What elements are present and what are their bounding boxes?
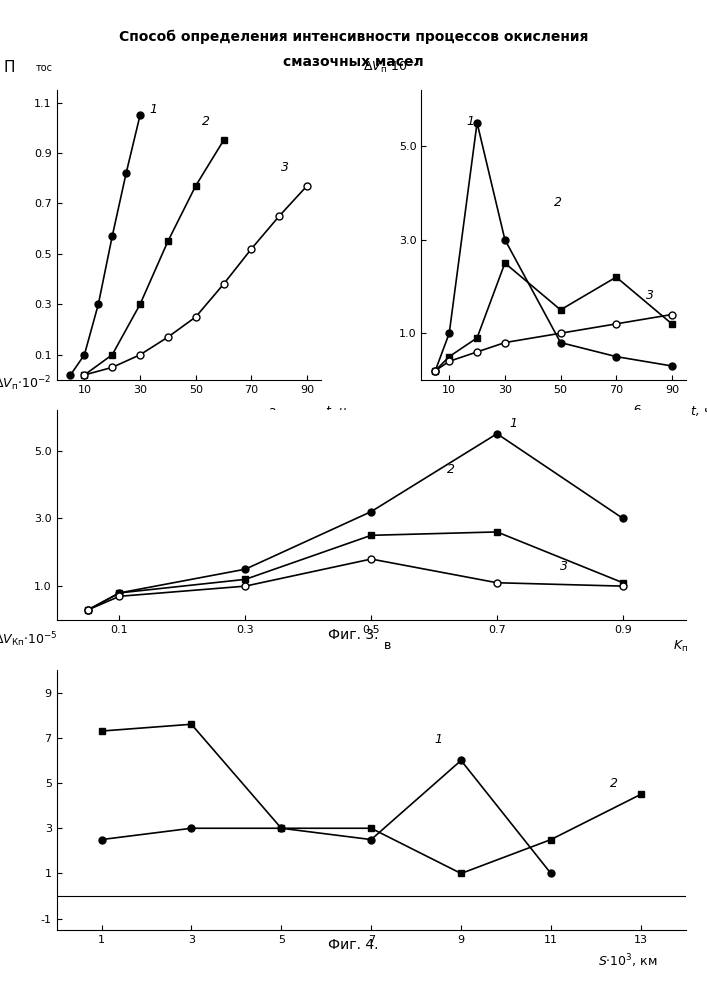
Text: в: в	[384, 639, 391, 652]
Text: $\Delta V_\mathrm{п}{\cdot}10^{-2}$: $\Delta V_\mathrm{п}{\cdot}10^{-2}$	[363, 57, 421, 76]
Text: Фиг. 4.: Фиг. 4.	[328, 938, 379, 952]
Text: тос: тос	[35, 63, 52, 73]
Text: $\Delta V_\mathrm{Кп}{\cdot}10^{-5}$: $\Delta V_\mathrm{Кп}{\cdot}10^{-5}$	[0, 631, 57, 649]
Text: $K_\mathrm{п}$: $K_\mathrm{п}$	[673, 638, 689, 654]
Text: 3: 3	[560, 560, 568, 573]
Text: $\Delta V_\mathrm{п}{\cdot}10^{-2}$: $\Delta V_\mathrm{п}{\cdot}10^{-2}$	[0, 374, 51, 393]
Text: t, ч: t, ч	[326, 405, 346, 418]
Text: Способ определения интенсивности процессов окисления: Способ определения интенсивности процесс…	[119, 30, 588, 44]
Text: 1: 1	[434, 733, 442, 746]
Text: a: a	[268, 405, 276, 418]
Text: 2: 2	[447, 463, 455, 476]
Text: 3: 3	[281, 161, 289, 174]
Text: Фиг. 3.: Фиг. 3.	[328, 628, 379, 642]
Text: б: б	[633, 405, 641, 418]
Text: t, ч: t, ч	[691, 405, 707, 418]
Text: 1: 1	[510, 417, 518, 430]
Text: 2: 2	[610, 777, 619, 790]
Text: $S{\cdot}10^3$, км: $S{\cdot}10^3$, км	[597, 952, 658, 970]
Text: 1: 1	[467, 115, 474, 128]
Text: $\Pi$: $\Pi$	[3, 60, 15, 76]
Text: 3: 3	[646, 289, 654, 302]
Text: 2: 2	[554, 196, 561, 209]
Text: 2: 2	[202, 115, 210, 128]
Text: смазочных масел: смазочных масел	[284, 55, 423, 69]
Text: 1: 1	[149, 103, 157, 116]
